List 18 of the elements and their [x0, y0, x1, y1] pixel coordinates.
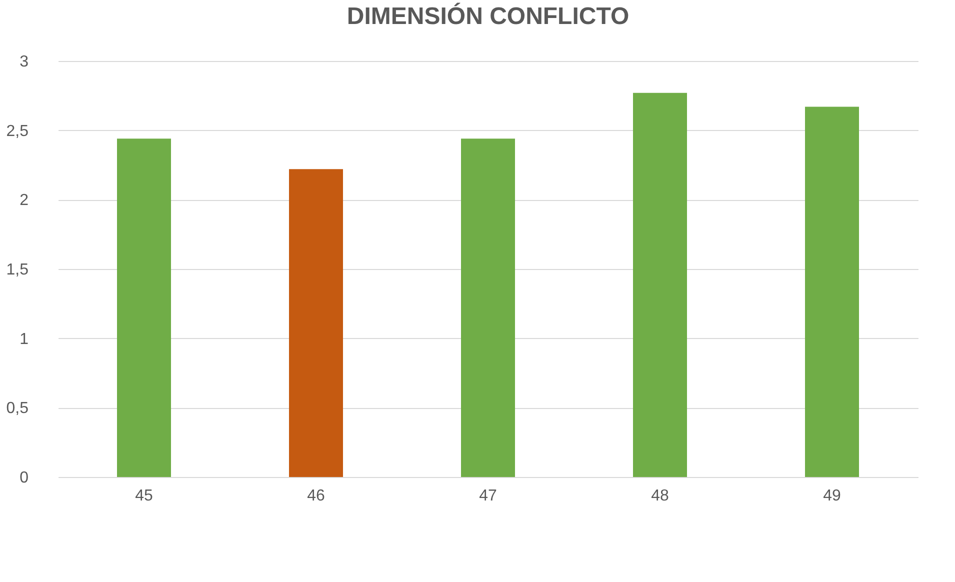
y-tick-label: 0,5 — [6, 400, 29, 418]
y-tick-label: 1,5 — [6, 262, 29, 278]
x-tick-label: 45 — [135, 488, 153, 504]
y-tick-label: 0 — [20, 470, 29, 486]
x-tick-label: 49 — [823, 488, 841, 504]
x-tick-label: 48 — [651, 488, 669, 504]
y-tick-label: 1 — [20, 330, 29, 348]
x-tick-label: 47 — [479, 488, 497, 504]
bar — [633, 92, 687, 477]
y-tick-label: 3 — [20, 54, 29, 70]
x-tick-label: 46 — [307, 488, 325, 504]
bar — [461, 138, 515, 477]
bar — [289, 169, 343, 477]
chart-title: DIMENSIÓN CONFLICTO — [346, 2, 630, 30]
y-tick-label: 2 — [20, 192, 29, 210]
bar — [805, 106, 859, 477]
bar — [117, 138, 171, 477]
y-tick-label: 2,5 — [6, 122, 29, 140]
